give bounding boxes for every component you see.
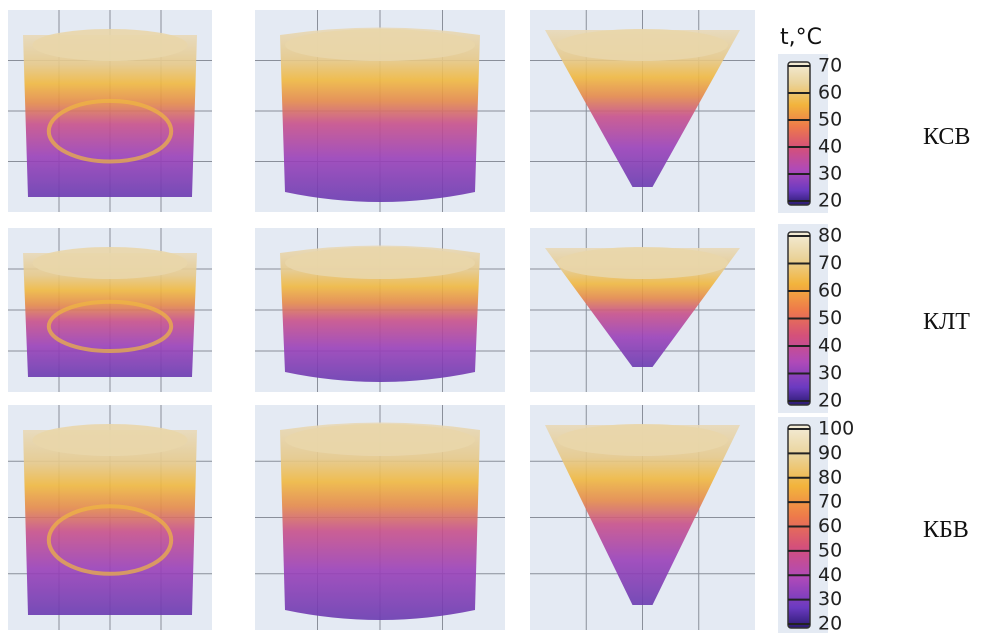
hot-zone xyxy=(32,29,188,61)
isotherm xyxy=(46,98,174,164)
temperature-field xyxy=(545,248,740,367)
color-bar-label: 60 xyxy=(818,280,842,302)
color-bar-label: 40 xyxy=(818,335,842,357)
color-bar-label: 20 xyxy=(818,613,842,633)
color-bar-label: 80 xyxy=(818,225,842,247)
hot-zone xyxy=(285,247,475,279)
temperature-field xyxy=(23,253,197,377)
color-bar xyxy=(787,61,811,206)
hot-zone xyxy=(32,424,188,456)
color-bar-label: 90 xyxy=(818,442,842,464)
color-bar-label: 60 xyxy=(818,82,842,104)
isotherm xyxy=(46,504,174,576)
color-bar-label: 20 xyxy=(818,390,842,412)
color-bar-label: 50 xyxy=(818,109,842,131)
color-bar-label: 70 xyxy=(818,252,842,274)
temperature-field xyxy=(280,422,480,620)
temperature-field xyxy=(280,245,480,382)
temperature-field xyxy=(545,30,740,187)
hot-zone xyxy=(557,29,728,61)
row-label: КСВ xyxy=(923,124,970,150)
color-bar-label: 20 xyxy=(818,190,842,212)
row-label: КЛТ xyxy=(923,309,970,335)
row-label: КБВ xyxy=(923,517,969,543)
temperature-field xyxy=(545,425,740,605)
color-bar-label: 50 xyxy=(818,539,842,561)
color-bar-label: 40 xyxy=(818,564,842,586)
hot-zone xyxy=(557,247,728,279)
temperature-field xyxy=(280,27,480,202)
color-bar-label: 30 xyxy=(818,362,842,384)
color-bar-label: 70 xyxy=(818,491,842,513)
color-bar-label: 40 xyxy=(818,136,842,158)
unit-label: t,°C xyxy=(780,25,822,50)
color-bar-label: 30 xyxy=(818,588,842,610)
hot-zone xyxy=(285,424,475,456)
color-bar-label: 80 xyxy=(818,466,842,488)
hot-zone xyxy=(285,29,475,61)
color-bar-label: 60 xyxy=(818,515,842,537)
color-bar-label: 30 xyxy=(818,163,842,185)
isotherm xyxy=(46,299,174,353)
temperature-field xyxy=(23,430,197,615)
temperature-field xyxy=(23,35,197,197)
hot-zone xyxy=(557,424,728,456)
color-bar-label: 70 xyxy=(818,55,842,77)
hot-zone xyxy=(32,247,188,279)
color-bar-label: 50 xyxy=(818,307,842,329)
color-bar-label: 100 xyxy=(818,418,854,440)
